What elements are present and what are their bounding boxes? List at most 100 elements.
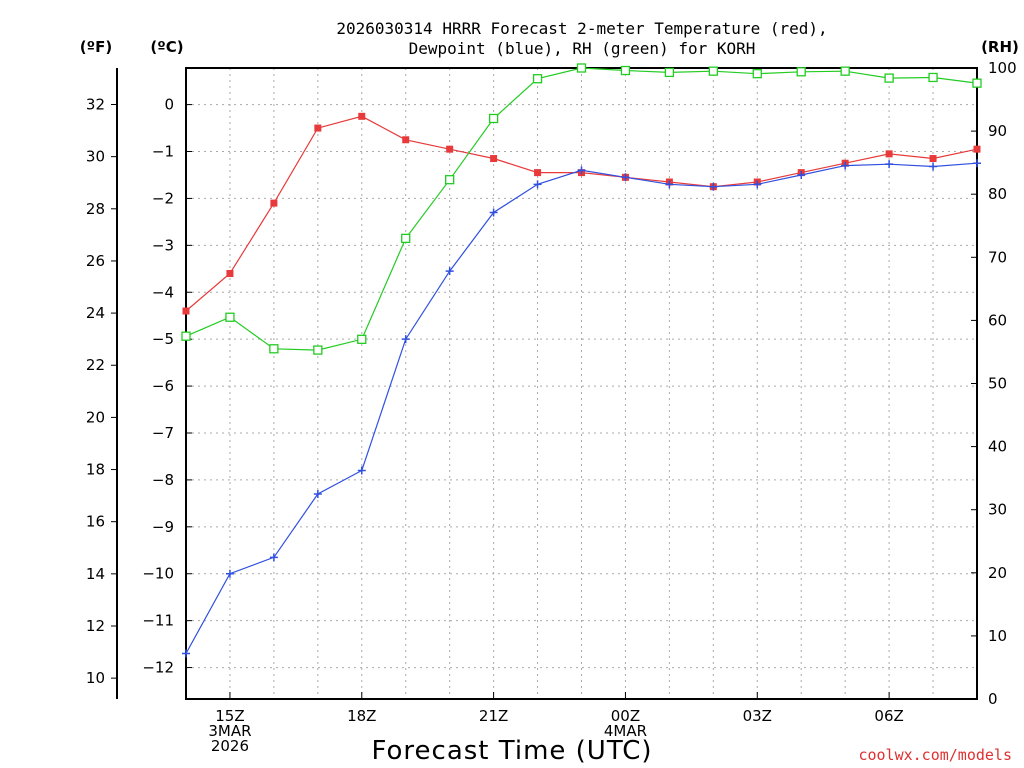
data-point-rh [972,78,982,88]
celsius-tick-label: 0 [164,96,174,114]
data-point-rh [225,312,235,322]
rh-tick-label: 90 [988,122,1007,140]
fahrenheit-tick-label: 18 [86,461,105,479]
rh-tick-label: 50 [988,375,1007,393]
celsius-tick-label: −3 [152,236,174,254]
x-tick-label: 03Z [743,707,772,725]
data-point-temperature [358,112,366,120]
data-point-dewpoint [489,208,498,217]
fahrenheit-tick-label: 24 [86,304,105,322]
celsius-tick-label: −2 [152,189,174,207]
series-rh [181,63,982,355]
data-point-rh [576,63,587,73]
data-point-temperature [490,155,498,163]
data-point-dewpoint [929,162,938,171]
x-axis-title: Forecast Time (UTC) [371,736,652,766]
data-point-rh [620,65,631,76]
data-point-rh [884,73,894,83]
fahrenheit-tick-label: 12 [86,617,105,635]
rh-tick-label: 10 [988,627,1007,645]
celsius-tick-label: −6 [152,377,174,395]
data-point-rh [752,69,762,79]
data-point-rh [488,113,499,124]
data-point-dewpoint [577,166,586,175]
data-point-dewpoint [753,180,762,189]
fahrenheit-tick-label: 14 [86,565,105,583]
data-point-rh [269,344,279,354]
rh-tick-label: 70 [988,248,1007,266]
fahrenheit-tick-label: 20 [86,408,105,426]
credit-text: coolwx.com/models [858,746,1012,764]
rh-tick-label: 60 [988,311,1007,329]
data-point-temperature [314,124,322,132]
data-point-dewpoint [225,569,234,578]
data-point-rh [840,66,850,76]
data-point-rh [357,334,367,344]
data-point-dewpoint [269,553,278,562]
data-series [181,63,982,658]
rh-tick-label: 30 [988,501,1007,519]
x-tick-label: 15Z [215,707,244,725]
fahrenheit-tick-label: 16 [86,513,105,531]
tick-labels: 0 −1 −2 −3 −4 −5 −6 −7 −8 −9 −10 −11 −12 32 30 28 26 24 22… [86,59,1017,755]
data-point-temperature [226,269,234,277]
chart-title-line-1: 2026030314 HRRR Forecast 2-meter Tempera… [336,19,827,38]
data-point-dewpoint [445,267,454,276]
celsius-tick-label: −10 [142,565,174,583]
data-point-dewpoint [665,180,674,189]
data-point-dewpoint [973,159,981,168]
fahrenheit-tick-label: 30 [86,148,105,166]
rh-axis-unit: (RH) [981,38,1019,56]
data-point-rh [445,175,455,185]
data-point-rh [313,345,323,355]
x-tick-label: 4MAR [604,722,647,740]
data-point-temperature [402,136,410,144]
rh-tick-label: 80 [988,185,1007,203]
data-point-dewpoint [885,160,894,169]
data-point-temperature [973,145,981,153]
data-point-temperature [534,169,542,177]
celsius-tick-label: −12 [142,659,174,677]
data-point-rh [664,67,675,78]
rh-tick-label: 20 [988,564,1007,582]
chart-title-line-2: Dewpoint (blue), RH (green) for KORH [409,39,756,58]
celsius-tick-label: −9 [152,518,174,536]
celsius-tick-label: −11 [142,612,174,630]
x-tick-label: 06Z [874,707,903,725]
data-point-dewpoint [401,335,410,344]
fahrenheit-tick-label: 28 [86,200,105,218]
data-point-rh [532,74,543,84]
data-point-temperature [446,145,454,153]
celsius-tick-label: −5 [152,330,174,348]
data-point-dewpoint [533,180,542,189]
data-point-dewpoint [841,161,850,170]
data-point-rh [401,233,411,244]
data-point-rh [181,331,191,341]
celsius-tick-label: −1 [152,143,174,161]
x-tick-label: 2026 [211,737,249,755]
celsius-tick-label: −7 [152,424,174,442]
data-point-dewpoint [313,489,322,498]
x-tick-label: 3MAR [208,722,251,740]
data-point-rh [708,66,718,76]
rh-tick-label: 40 [988,438,1007,456]
fahrenheit-tick-label: 10 [86,669,105,687]
grid-lines [186,68,977,699]
data-point-dewpoint [357,466,366,475]
celsius-tick-label: −4 [152,283,174,301]
data-point-rh [796,67,806,77]
data-point-temperature [182,307,190,315]
data-point-dewpoint [182,649,190,658]
data-point-dewpoint [797,170,806,179]
data-point-dewpoint [709,182,718,191]
rh-tick-label: 0 [988,690,998,708]
data-point-rh [928,72,938,83]
data-point-temperature [929,155,937,163]
data-point-temperature [885,150,893,158]
data-point-temperature [270,199,278,207]
fahrenheit-tick-label: 22 [86,356,105,374]
data-point-dewpoint [621,173,630,182]
x-tick-label: 18Z [347,707,376,725]
celsius-axis-unit: (ºC) [150,38,183,56]
